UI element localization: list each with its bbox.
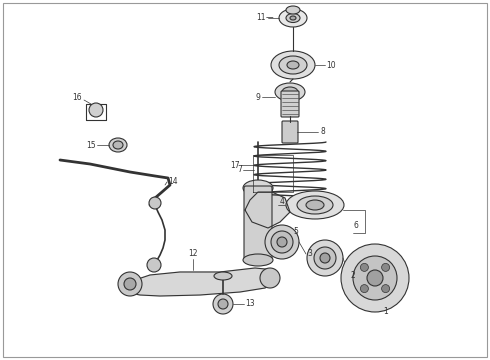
Ellipse shape	[306, 200, 324, 210]
Circle shape	[213, 294, 233, 314]
Ellipse shape	[109, 138, 127, 152]
Ellipse shape	[297, 196, 333, 214]
Text: 16: 16	[73, 94, 82, 103]
Text: 13: 13	[245, 300, 255, 309]
Text: 17: 17	[230, 161, 240, 170]
Ellipse shape	[243, 180, 273, 196]
Ellipse shape	[214, 272, 232, 280]
Text: 9: 9	[255, 93, 260, 102]
Circle shape	[341, 244, 409, 312]
Text: 7: 7	[237, 166, 242, 175]
Text: 15: 15	[86, 140, 96, 149]
Circle shape	[382, 264, 390, 271]
Ellipse shape	[307, 240, 343, 276]
Circle shape	[124, 278, 136, 290]
Ellipse shape	[286, 191, 344, 219]
Text: 3: 3	[307, 249, 312, 258]
Circle shape	[367, 270, 383, 286]
Text: 5: 5	[293, 228, 298, 237]
Text: 11: 11	[256, 13, 266, 22]
Circle shape	[360, 285, 368, 293]
Ellipse shape	[279, 9, 307, 27]
Ellipse shape	[271, 231, 293, 253]
Text: 2: 2	[350, 271, 355, 280]
Circle shape	[360, 264, 368, 271]
Circle shape	[382, 285, 390, 293]
Polygon shape	[120, 268, 278, 296]
Circle shape	[353, 256, 397, 300]
Ellipse shape	[265, 225, 299, 259]
Ellipse shape	[271, 51, 315, 79]
Text: 14: 14	[168, 177, 178, 186]
FancyBboxPatch shape	[281, 91, 299, 117]
Text: 10: 10	[326, 60, 336, 69]
Ellipse shape	[286, 6, 300, 14]
FancyBboxPatch shape	[282, 121, 298, 143]
Ellipse shape	[286, 13, 300, 22]
Ellipse shape	[320, 253, 330, 263]
Text: 8: 8	[320, 127, 325, 136]
Text: —: —	[266, 13, 273, 22]
Text: 12: 12	[188, 249, 198, 258]
Circle shape	[89, 103, 103, 117]
Circle shape	[149, 197, 161, 209]
Ellipse shape	[243, 254, 273, 266]
Ellipse shape	[287, 61, 299, 69]
Ellipse shape	[113, 141, 123, 149]
Text: 6: 6	[353, 220, 358, 230]
Ellipse shape	[314, 247, 336, 269]
Polygon shape	[245, 192, 290, 228]
Ellipse shape	[277, 237, 287, 247]
Text: 4: 4	[280, 198, 285, 207]
Circle shape	[260, 268, 280, 288]
Circle shape	[218, 299, 228, 309]
Ellipse shape	[275, 83, 305, 101]
Text: 1: 1	[383, 307, 388, 316]
Ellipse shape	[279, 56, 307, 74]
Circle shape	[147, 258, 161, 272]
Circle shape	[118, 272, 142, 296]
Ellipse shape	[282, 87, 298, 97]
FancyBboxPatch shape	[244, 186, 272, 262]
Ellipse shape	[290, 16, 296, 20]
